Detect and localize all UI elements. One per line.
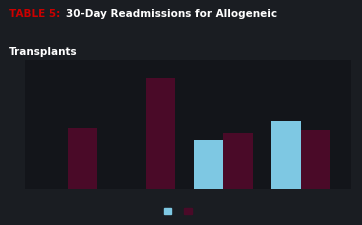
Text: 30-Day Readmissions for Allogeneic: 30-Day Readmissions for Allogeneic — [66, 9, 277, 19]
Legend: , : , — [164, 207, 198, 216]
Bar — [68, 128, 97, 189]
Text: TABLE 5:: TABLE 5: — [9, 9, 60, 19]
Bar — [194, 140, 223, 189]
Bar — [146, 78, 175, 189]
Bar — [301, 131, 330, 189]
Bar — [271, 121, 301, 189]
Text: Transplants: Transplants — [9, 47, 78, 57]
Bar — [223, 133, 253, 189]
